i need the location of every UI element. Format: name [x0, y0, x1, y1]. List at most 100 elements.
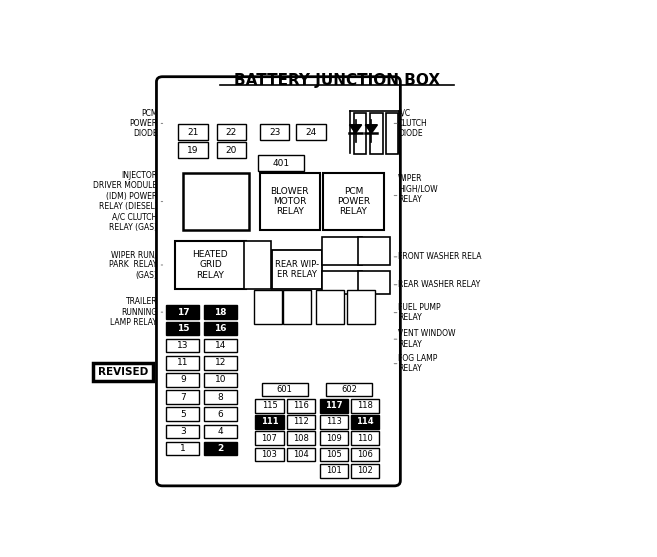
- Bar: [353, 113, 366, 154]
- Bar: [204, 407, 237, 421]
- Text: 114: 114: [356, 417, 374, 427]
- Bar: [260, 124, 289, 140]
- Text: 14: 14: [215, 341, 226, 350]
- Text: 4: 4: [218, 427, 223, 436]
- Text: 104: 104: [293, 450, 309, 459]
- Text: BATTERY JUNCTION BOX: BATTERY JUNCTION BOX: [234, 73, 440, 88]
- Text: PCM
POWER
RELAY: PCM POWER RELAY: [337, 187, 370, 217]
- Bar: [166, 356, 200, 370]
- Text: TRAILER
RUNNING
LAMP RELAY: TRAILER RUNNING LAMP RELAY: [110, 297, 158, 327]
- Bar: [320, 431, 348, 445]
- Text: BLOWER
MOTOR
RELAY: BLOWER MOTOR RELAY: [271, 187, 309, 217]
- Text: 24: 24: [306, 128, 317, 136]
- Text: 2: 2: [217, 444, 224, 453]
- Bar: [287, 431, 315, 445]
- Bar: [217, 124, 246, 140]
- Bar: [204, 373, 237, 387]
- Bar: [371, 113, 382, 154]
- Text: 20: 20: [225, 145, 237, 154]
- Polygon shape: [365, 125, 377, 133]
- Text: 116: 116: [293, 401, 309, 410]
- Bar: [320, 399, 348, 413]
- Text: 108: 108: [293, 434, 309, 443]
- Bar: [357, 237, 390, 265]
- Bar: [166, 321, 200, 335]
- Bar: [323, 173, 384, 231]
- Text: FRONT WASHER RELA: FRONT WASHER RELA: [398, 252, 482, 261]
- Text: 9: 9: [180, 375, 186, 384]
- Text: REAR WIP-
ER RELAY: REAR WIP- ER RELAY: [275, 260, 319, 280]
- Text: 21: 21: [187, 128, 199, 136]
- Bar: [326, 383, 372, 396]
- Text: A/C
CLUTCH
DIODE: A/C CLUTCH DIODE: [398, 109, 428, 138]
- Polygon shape: [350, 125, 361, 133]
- Bar: [322, 237, 361, 265]
- Bar: [386, 113, 398, 154]
- Text: 111: 111: [261, 417, 279, 427]
- Bar: [166, 373, 200, 387]
- Bar: [166, 305, 200, 319]
- Bar: [316, 290, 344, 324]
- Bar: [178, 124, 208, 140]
- Text: HEATED
GRID
RELAY: HEATED GRID RELAY: [193, 250, 228, 280]
- Bar: [204, 424, 237, 438]
- Bar: [166, 424, 200, 438]
- Text: 105: 105: [326, 450, 342, 459]
- Bar: [287, 399, 315, 413]
- Bar: [347, 290, 375, 324]
- Text: 115: 115: [261, 401, 277, 410]
- Bar: [351, 464, 379, 478]
- Bar: [320, 464, 348, 478]
- Text: PCM
POWER
DIODE: PCM POWER DIODE: [129, 109, 158, 138]
- Text: WIPER
HIGH/LOW
RELAY: WIPER HIGH/LOW RELAY: [398, 174, 438, 204]
- Bar: [322, 271, 361, 294]
- Text: 6: 6: [217, 410, 223, 419]
- Text: 110: 110: [357, 434, 373, 443]
- Bar: [183, 173, 249, 231]
- Bar: [204, 339, 237, 353]
- Text: VENT WINDOW
RELAY: VENT WINDOW RELAY: [398, 330, 455, 349]
- Bar: [204, 305, 237, 319]
- Bar: [217, 142, 246, 158]
- Bar: [204, 390, 237, 404]
- Bar: [204, 321, 237, 335]
- Bar: [320, 448, 348, 461]
- Text: 15: 15: [177, 324, 189, 333]
- Bar: [175, 241, 246, 289]
- Bar: [320, 415, 348, 429]
- Bar: [351, 448, 379, 461]
- Text: 7: 7: [180, 393, 186, 402]
- Text: 103: 103: [261, 450, 277, 459]
- Bar: [256, 415, 284, 429]
- Bar: [256, 399, 284, 413]
- Text: REAR WASHER RELAY: REAR WASHER RELAY: [398, 280, 480, 289]
- Bar: [351, 415, 379, 429]
- Text: 8: 8: [217, 393, 223, 402]
- Text: 401: 401: [272, 159, 289, 168]
- Text: 12: 12: [215, 358, 226, 367]
- Bar: [283, 290, 311, 324]
- Bar: [166, 442, 200, 456]
- Text: 113: 113: [326, 417, 342, 427]
- Text: FOG LAMP
RELAY: FOG LAMP RELAY: [398, 354, 437, 373]
- Bar: [254, 290, 282, 324]
- Bar: [260, 173, 320, 231]
- Text: 19: 19: [187, 145, 199, 154]
- Bar: [287, 415, 315, 429]
- FancyBboxPatch shape: [156, 77, 400, 486]
- Text: 109: 109: [326, 434, 342, 443]
- Text: 5: 5: [180, 410, 186, 419]
- Text: 3: 3: [180, 427, 186, 436]
- Text: 101: 101: [326, 466, 342, 475]
- Text: 102: 102: [357, 466, 373, 475]
- Bar: [287, 448, 315, 461]
- Bar: [261, 383, 308, 396]
- Text: 18: 18: [214, 307, 227, 317]
- Text: WIPER RUN/
PARK  RELAY
(GAS): WIPER RUN/ PARK RELAY (GAS): [109, 250, 158, 280]
- Bar: [271, 251, 323, 289]
- Bar: [351, 431, 379, 445]
- Bar: [256, 431, 284, 445]
- Text: 22: 22: [226, 128, 237, 136]
- Text: 10: 10: [215, 375, 227, 384]
- Text: 106: 106: [357, 450, 373, 459]
